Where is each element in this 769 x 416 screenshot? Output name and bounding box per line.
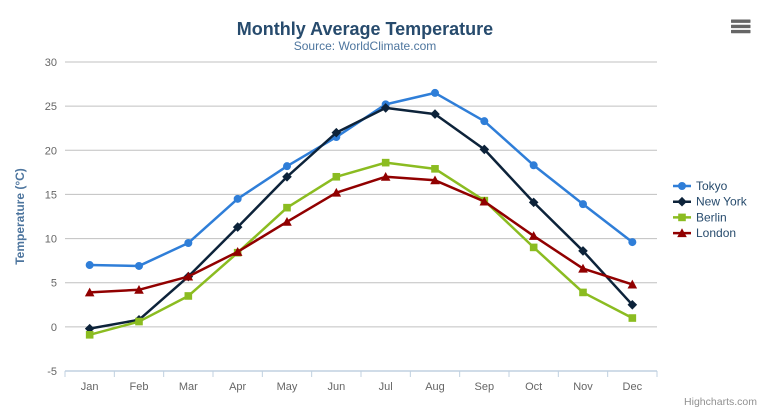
triangle-marker: [430, 175, 440, 185]
series-line: [88, 106, 634, 330]
square-marker: [85, 331, 94, 339]
circle-marker: [628, 238, 637, 247]
square-marker: [628, 314, 637, 322]
x-tick-label: Jul: [379, 381, 393, 393]
y-tick-label: 20: [45, 145, 57, 157]
circle-marker: [135, 261, 143, 270]
diamond-marker: [578, 246, 588, 256]
legend-label: New York: [696, 195, 748, 209]
series-london: [84, 171, 638, 297]
diamond-marker: [232, 222, 243, 232]
diamond-marker: [479, 144, 490, 155]
legend-item-new-york[interactable]: New York: [673, 195, 748, 209]
y-tick-label: 15: [45, 189, 57, 201]
triangle-marker: [84, 287, 95, 297]
x-tick-label: Apr: [229, 381, 246, 393]
diamond-marker: [430, 109, 440, 119]
y-axis-title: Temperature (°C): [13, 168, 27, 265]
chart-subtitle: Source: WorldClimate.com: [294, 39, 437, 53]
y-tick-label: -5: [47, 366, 57, 378]
series-line: [88, 161, 634, 337]
square-marker: [678, 213, 686, 222]
square-marker: [529, 243, 538, 252]
x-tick-label: Jan: [81, 381, 99, 393]
triangle-marker: [380, 171, 391, 181]
y-tick-label: 0: [51, 322, 57, 334]
square-marker: [332, 172, 341, 181]
y-tick-label: 10: [45, 234, 57, 246]
square-marker: [135, 317, 143, 326]
y-tick-label: 30: [45, 57, 57, 69]
legend-label: Tokyo: [696, 179, 728, 193]
circle-marker: [85, 261, 94, 270]
x-tick-label: Nov: [573, 381, 593, 393]
credits-link[interactable]: Highcharts.com: [684, 396, 757, 408]
diamond-marker: [528, 197, 539, 208]
diamond-marker: [380, 103, 391, 113]
x-tick-label: Aug: [425, 381, 445, 393]
diamond-marker: [627, 299, 638, 310]
circle-marker: [480, 117, 489, 126]
square-marker: [184, 292, 193, 300]
x-tick-label: Mar: [179, 381, 198, 393]
diamond-marker: [331, 127, 342, 138]
y-tick-label: 25: [45, 101, 57, 113]
triangle-marker: [578, 263, 588, 273]
y-axis-labels: -5 0 5 10 15 20 25 30: [45, 57, 57, 378]
x-tick-label: Feb: [130, 381, 149, 393]
y-gridlines: [65, 61, 657, 328]
diamond-marker: [282, 171, 292, 182]
x-tick-label: Oct: [525, 381, 542, 393]
legend-label: Berlin: [696, 210, 727, 224]
series-new-york: [84, 103, 638, 334]
circle-marker: [184, 238, 193, 247]
square-marker: [283, 203, 291, 212]
export-menu-button[interactable]: [731, 19, 751, 34]
legend-item-london[interactable]: London: [673, 226, 736, 240]
series-lines: [84, 88, 638, 339]
x-axis: Jan Feb Mar Apr May Jun Jul Aug Sep Oct Nov Dec: [64, 370, 658, 393]
triangle-marker: [183, 271, 194, 281]
diamond-marker: [677, 196, 687, 207]
legend-item-tokyo[interactable]: Tokyo: [673, 179, 728, 193]
triangle-marker: [282, 216, 292, 226]
circle-marker: [579, 200, 587, 209]
square-marker: [431, 165, 439, 173]
square-marker: [579, 288, 587, 297]
legend-label: London: [696, 226, 736, 240]
triangle-marker: [232, 247, 243, 256]
triangle-marker: [528, 231, 539, 240]
triangle-marker: [627, 279, 638, 289]
series-tokyo: [85, 88, 637, 270]
triangle-marker: [479, 196, 490, 206]
series-line: [88, 91, 634, 268]
series-line: [88, 175, 634, 294]
x-tick-label: Dec: [623, 381, 643, 393]
triangle-marker: [677, 228, 687, 238]
triangle-marker: [134, 284, 144, 294]
circle-marker: [431, 88, 439, 97]
triangle-marker: [331, 187, 342, 197]
circle-marker: [678, 182, 686, 190]
square-marker: [381, 158, 390, 167]
x-tick-label: Sep: [475, 381, 495, 393]
legend-item-berlin[interactable]: Berlin: [673, 210, 727, 224]
x-tick-label: Jun: [327, 381, 345, 393]
y-tick-label: 5: [51, 278, 57, 290]
circle-marker: [529, 161, 538, 170]
x-tick-label: May: [277, 381, 298, 393]
circle-marker: [283, 162, 291, 171]
hamburger-icon: [731, 19, 751, 34]
circle-marker: [233, 194, 242, 203]
chart-title: Monthly Average Temperature: [237, 19, 493, 39]
